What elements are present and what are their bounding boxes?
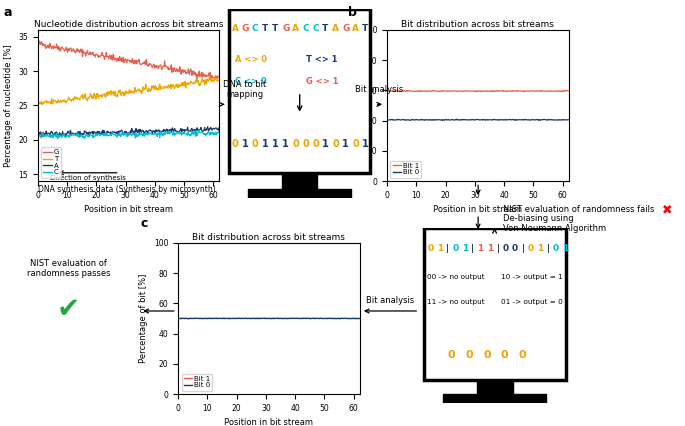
- Text: De-biasing using
Von Neumann Algorithm: De-biasing using Von Neumann Algorithm: [503, 213, 607, 233]
- Text: Bit analysis: Bit analysis: [366, 296, 414, 305]
- Text: |: |: [521, 245, 525, 253]
- Text: 1: 1: [362, 139, 369, 149]
- Text: G: G: [282, 24, 289, 33]
- Text: C: C: [312, 24, 319, 33]
- Text: G <> 1: G <> 1: [306, 77, 338, 86]
- Text: 1: 1: [342, 139, 349, 149]
- Text: c: c: [140, 217, 148, 230]
- Text: DNA to bit
mapping: DNA to bit mapping: [223, 80, 266, 99]
- Text: G: G: [242, 24, 249, 33]
- Text: 0: 0: [427, 245, 434, 253]
- Text: A: A: [352, 24, 359, 33]
- Text: 0: 0: [483, 351, 490, 360]
- Text: 1: 1: [477, 245, 484, 253]
- Text: G: G: [342, 24, 349, 33]
- Text: 1: 1: [322, 139, 329, 149]
- Text: 1: 1: [262, 139, 269, 149]
- Text: a: a: [3, 6, 12, 20]
- Text: Bit analysis: Bit analysis: [356, 85, 403, 94]
- Text: C: C: [302, 24, 309, 33]
- Text: |: |: [471, 245, 474, 253]
- Text: 0: 0: [292, 139, 299, 149]
- Text: A: A: [232, 24, 239, 33]
- Text: 0: 0: [448, 351, 456, 360]
- Text: 0: 0: [512, 245, 518, 253]
- Bar: [282, 173, 317, 190]
- Text: ✔: ✔: [57, 295, 80, 323]
- Text: 1: 1: [272, 139, 279, 149]
- Text: 0: 0: [312, 139, 319, 149]
- Text: NIST evaluation of randomness fails: NIST evaluation of randomness fails: [503, 205, 655, 214]
- Title: Bit distribution across bit streams: Bit distribution across bit streams: [401, 20, 554, 29]
- Legend: G, T, A, C: G, T, A, C: [41, 147, 61, 178]
- Text: 11 -> no output: 11 -> no output: [427, 299, 485, 305]
- Title: Bit distribution across bit streams: Bit distribution across bit streams: [192, 233, 345, 242]
- X-axis label: Position in bit stream: Position in bit stream: [434, 205, 522, 214]
- Bar: [477, 380, 512, 396]
- Text: T: T: [262, 24, 269, 33]
- Text: 1: 1: [537, 245, 543, 253]
- Text: |: |: [547, 245, 549, 253]
- Text: T: T: [322, 24, 328, 33]
- Text: A: A: [332, 24, 339, 33]
- Text: C: C: [252, 24, 259, 33]
- Text: T: T: [362, 24, 369, 33]
- Text: 0: 0: [352, 139, 359, 149]
- Title: Nucleotide distribution across bit streams: Nucleotide distribution across bit strea…: [34, 20, 223, 29]
- Text: 1: 1: [282, 139, 289, 149]
- Text: 0: 0: [332, 139, 339, 149]
- Bar: [443, 394, 547, 403]
- Text: b: b: [348, 6, 357, 20]
- Text: 1: 1: [487, 245, 493, 253]
- Y-axis label: Percentage of bit [%]: Percentage of bit [%]: [348, 61, 358, 150]
- Text: 0: 0: [501, 351, 508, 360]
- Text: 1: 1: [437, 245, 443, 253]
- Text: 00 -> no output: 00 -> no output: [427, 274, 485, 280]
- Bar: [229, 9, 371, 173]
- Text: 0: 0: [252, 139, 259, 149]
- Text: |: |: [447, 245, 449, 253]
- Text: 0: 0: [452, 245, 458, 253]
- Text: 0: 0: [302, 139, 309, 149]
- Text: T <> 1: T <> 1: [306, 55, 337, 64]
- Text: A <> 0: A <> 0: [235, 55, 267, 64]
- Y-axis label: Percentage of bit [%]: Percentage of bit [%]: [139, 274, 149, 363]
- Text: |: |: [497, 245, 499, 253]
- Text: 1: 1: [562, 245, 568, 253]
- Y-axis label: Percentage of nucleotide [%]: Percentage of nucleotide [%]: [3, 44, 12, 167]
- Text: 0: 0: [552, 245, 558, 253]
- Text: 1: 1: [242, 139, 249, 149]
- X-axis label: Position in bit stream: Position in bit stream: [84, 205, 173, 214]
- Text: C <> 0: C <> 0: [235, 77, 266, 86]
- Text: Direction of synthesis: Direction of synthesis: [49, 175, 125, 181]
- Bar: [424, 228, 566, 380]
- Text: 0: 0: [502, 245, 508, 253]
- Text: 0: 0: [232, 139, 238, 149]
- Text: 0: 0: [527, 245, 534, 253]
- X-axis label: Position in bit stream: Position in bit stream: [225, 418, 313, 426]
- Text: NIST evaluation of
randomness passes: NIST evaluation of randomness passes: [27, 259, 110, 278]
- Text: T: T: [272, 24, 278, 33]
- Legend: Bit 1, Bit 0: Bit 1, Bit 0: [182, 374, 212, 391]
- Text: 1: 1: [462, 245, 468, 253]
- Legend: Bit 1, Bit 0: Bit 1, Bit 0: [390, 161, 421, 178]
- Text: A: A: [292, 24, 299, 33]
- Bar: [248, 189, 351, 198]
- Text: 01 -> output = 0: 01 -> output = 0: [501, 299, 562, 305]
- Text: DNA synthesis data (Synthesis by microsynth): DNA synthesis data (Synthesis by microsy…: [38, 185, 215, 194]
- Text: 10 -> output = 1: 10 -> output = 1: [501, 274, 562, 280]
- Text: 0: 0: [519, 351, 526, 360]
- Text: 0: 0: [465, 351, 473, 360]
- Text: ✖: ✖: [662, 203, 673, 216]
